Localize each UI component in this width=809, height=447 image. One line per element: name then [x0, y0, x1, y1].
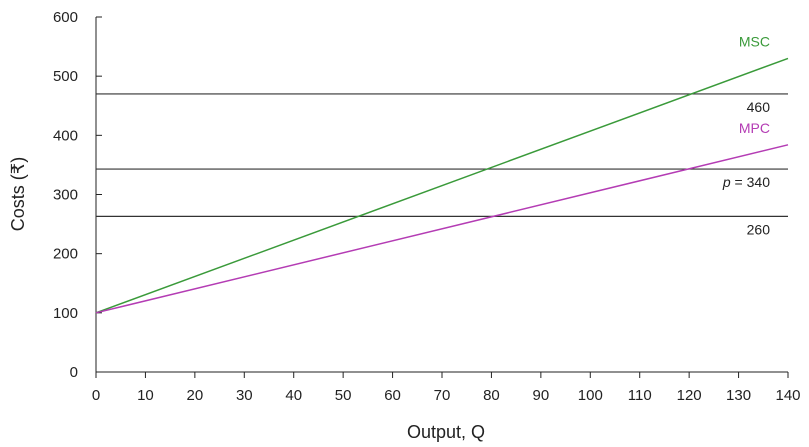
x-tick-label: 30: [236, 387, 253, 404]
x-tick-label: 50: [335, 387, 352, 404]
x-tick-label: 120: [677, 387, 702, 404]
series-lines: [95, 57, 789, 314]
series-line-mpc: [95, 144, 789, 314]
x-tick-label: 60: [384, 387, 401, 404]
x-tick-label: 80: [483, 387, 500, 404]
y-tick-label: 400: [53, 127, 78, 144]
y-tick-label: 300: [53, 187, 78, 204]
x-tick-label: 10: [137, 387, 154, 404]
x-axis-title: Output, Q: [407, 422, 485, 442]
y-tick-label: 0: [70, 364, 78, 381]
x-tick-label: 110: [628, 387, 652, 404]
series-label-mpc: MPC: [739, 120, 770, 136]
horizontal-line-label: 260: [747, 221, 771, 237]
y-ticks: 0 100 200 300 400 500 600: [53, 9, 102, 381]
x-tick-label: 70: [434, 387, 451, 404]
y-tick-label: 100: [53, 305, 78, 322]
series-line-msc: [95, 57, 789, 314]
annotations: 460 p = 340 260 MSC MPC: [722, 33, 770, 237]
axes: [95, 17, 788, 373]
horizontal-line-label: 460: [747, 99, 771, 115]
x-tick-label: 90: [533, 387, 550, 404]
y-axis-title: Costs (₹): [8, 157, 28, 231]
y-tick-label: 600: [53, 9, 78, 26]
horizontal-line-label: p = 340: [722, 174, 770, 190]
y-tick-label: 200: [53, 246, 78, 263]
y-tick-label: 500: [53, 68, 78, 85]
series-label-msc: MSC: [739, 33, 770, 49]
x-tick-label: 40: [285, 387, 302, 404]
x-ticks: 0 10 20 30 40 50 60 70 80 90 100 110 120 130 140: [92, 372, 801, 404]
x-tick-label: 140: [775, 387, 800, 404]
x-tick-label: 100: [578, 387, 603, 404]
x-tick-label: 0: [92, 387, 100, 404]
x-tick-label: 130: [726, 387, 751, 404]
x-tick-label: 20: [187, 387, 204, 404]
horizontal-reference-lines: [96, 93, 788, 217]
